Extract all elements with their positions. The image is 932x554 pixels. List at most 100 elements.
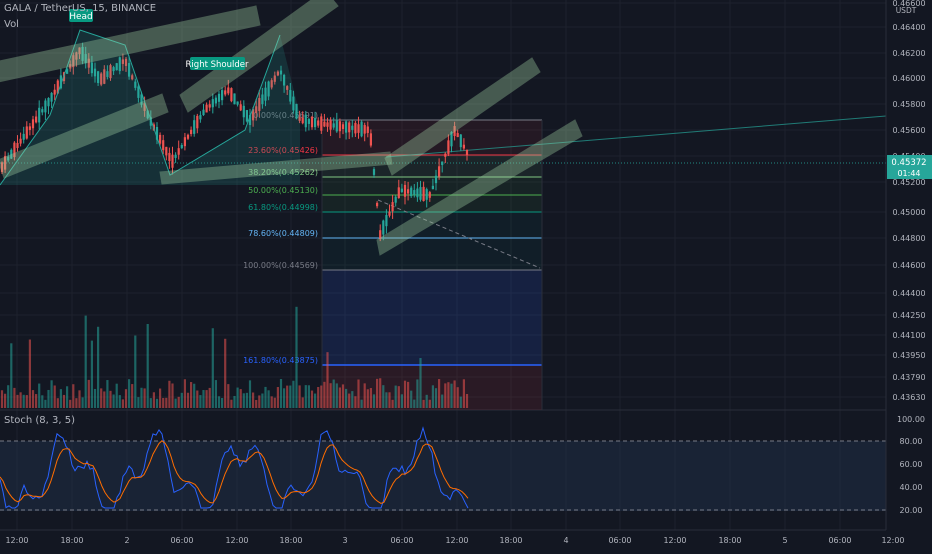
time-axis[interactable] [0,530,932,550]
volume-bar [100,388,103,408]
candle-body [38,107,41,123]
candle-body [366,126,369,133]
candle-body [131,75,134,80]
volume-bar [441,394,444,408]
volume-bar [267,390,270,408]
candle-body [410,187,413,197]
channel-right-shoulder[interactable] [179,0,339,113]
time-axis-label: 12:00 [225,536,248,545]
volume-bar [456,387,459,408]
candle-body [329,120,332,130]
volume-bar [78,390,81,408]
volume-bar [382,385,385,408]
current-price-tag: 0.45372 01:44 [887,155,932,179]
candle-body [121,59,124,64]
parallel-channels[interactable] [0,0,583,256]
candle-body [208,104,211,108]
volume-bar [35,394,38,408]
candle-body [134,81,137,88]
volume-bar [261,393,264,408]
candle-body [304,114,307,128]
volume-bars [0,306,469,408]
time-axis-label: 12:00 [663,536,686,545]
candle-body [252,109,255,121]
volume-bar [428,399,431,408]
head-label[interactable]: Head [69,9,93,22]
volume-bar [447,382,450,408]
candle-body [140,94,143,105]
volume-indicator-label[interactable]: Vol [4,19,19,30]
stoch-axis-label: 20.00 [900,506,923,515]
candle-body [174,154,177,158]
volume-bar [171,383,174,408]
volume-bar [112,394,115,408]
rising-channel-upper[interactable] [384,57,541,176]
candle-body [230,88,233,102]
volume-bar [413,399,416,408]
price-axis-label: 0.46400 [892,23,925,32]
time-axis-label: 18:00 [718,536,741,545]
stoch-axis-label: 60.00 [900,460,923,469]
volume-bar [348,393,351,408]
price-axis-label: 0.44600 [892,261,925,270]
candle-body [307,119,310,124]
candle-body [388,211,391,216]
price-axis-label: 0.44400 [892,289,925,298]
volume-bar [159,388,162,408]
volume-bar [134,335,137,408]
right-shoulder-label[interactable]: Right Shoulder [186,57,249,70]
candle-body [369,133,372,146]
volume-bar [335,383,338,408]
current-price-value: 0.45372 [891,158,926,168]
candle-body [295,103,298,119]
candle-body [59,75,62,89]
symbol-title[interactable]: GALA / TetherUS, 15, BINANCE [4,3,157,14]
fib-retracement[interactable]: 0.00%(0.45691) 23.60%(0.45426) 38.20%(0.… [243,111,543,410]
volume-bar [314,393,317,408]
volume-bar [391,399,394,408]
candle-body [428,192,431,198]
volume-bar [177,396,180,408]
channel-left-shoulder[interactable] [0,93,169,179]
neckline-channel[interactable] [159,151,393,185]
volume-bar [273,397,276,408]
candle-body [75,52,78,60]
volume-bar [124,389,128,408]
volume-bar [81,397,84,408]
volume-bar [242,393,245,408]
candle-body [109,65,112,79]
volume-bar [103,391,106,408]
volume-bar [410,390,413,408]
head-shoulders-pattern[interactable] [0,29,300,186]
volume-bar [22,394,25,408]
stoch-indicator-label[interactable]: Stoch (8, 3, 5) [4,415,76,426]
candle-body [69,64,72,69]
candle-body [335,120,338,132]
candle-body [199,115,202,120]
candle-body [227,87,230,94]
candle-body [379,230,382,239]
candle-body [394,196,397,203]
candle-body [422,186,425,202]
volume-bar [4,393,7,408]
trend-line[interactable] [385,115,887,158]
candle-body [190,129,193,135]
candle-body [438,166,441,177]
price-axis-label: 0.43790 [892,373,925,382]
channel-upper-left[interactable] [0,5,261,83]
time-axis-label: 06:00 [170,536,193,545]
time-axis-label: 06:00 [828,536,851,545]
volume-bar [357,379,360,408]
candle-body [447,140,450,154]
candle-body [25,126,28,139]
fib-label-500: 50.00%(0.45130) [248,186,318,195]
candle-body [97,71,100,83]
rising-channel-lower[interactable] [376,119,583,256]
candle-body [214,97,217,104]
candle-body [233,93,236,105]
volume-bar [444,383,447,408]
price-axis[interactable] [886,0,932,550]
volume-bar [121,399,124,408]
